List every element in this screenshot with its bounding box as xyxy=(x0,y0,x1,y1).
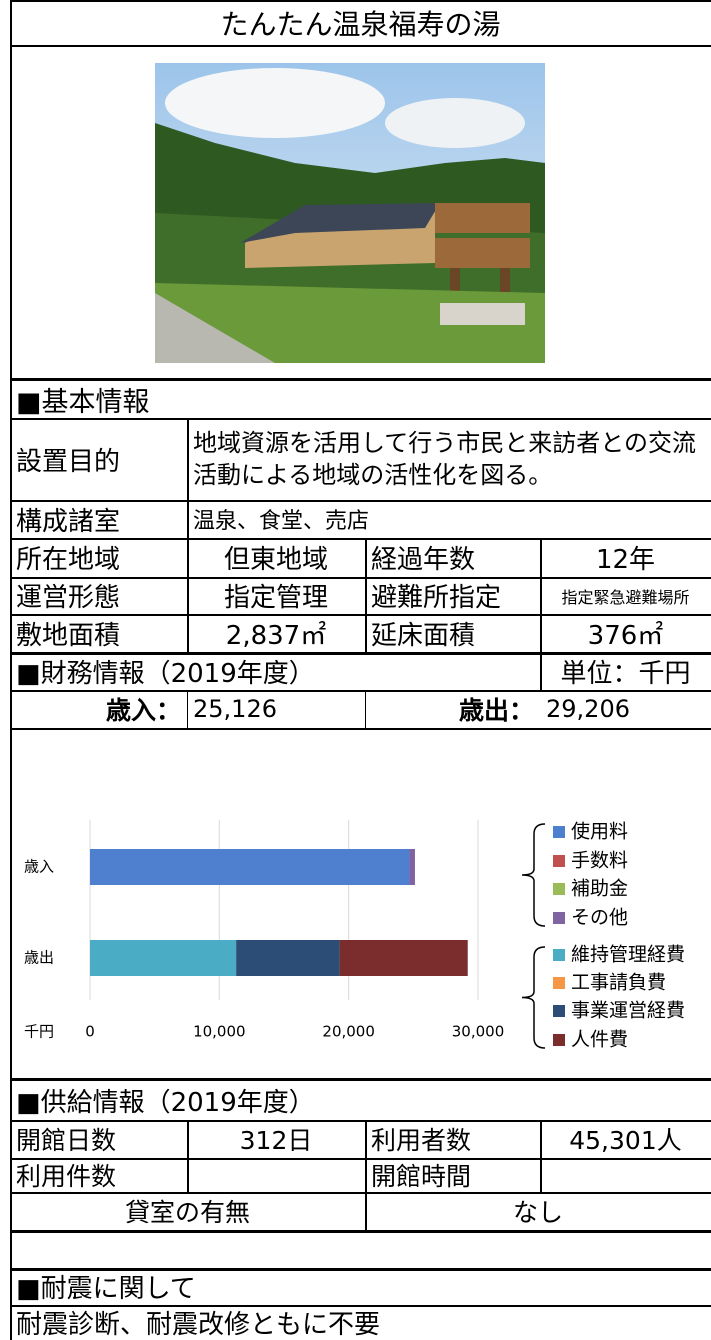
row-value: 2,837㎡ xyxy=(187,614,365,652)
legend-label: 使用料 xyxy=(571,821,628,843)
legend-swatch xyxy=(553,855,565,867)
row-value: なし xyxy=(365,1192,711,1230)
x-tick-label: 20,000 xyxy=(322,1023,375,1041)
expenditure-value: 29,206 xyxy=(540,690,711,728)
row-label: 経過年数 xyxy=(365,538,540,577)
row-value: 376㎡ xyxy=(540,614,711,652)
legend-label: 事業運営経費 xyxy=(571,1000,685,1022)
page-title: たんたん温泉福寿の湯 xyxy=(10,0,711,45)
row-label: 利用者数 xyxy=(365,1120,540,1158)
bar-segment xyxy=(409,849,415,885)
section-heading: ■財務情報（2019年度） xyxy=(10,652,540,690)
row-value: 但東地域 xyxy=(187,538,365,577)
revenue-value: 25,126 xyxy=(187,690,365,728)
facility-photo xyxy=(155,63,545,363)
bar-segment xyxy=(90,849,409,885)
y-tick-label: 歳入 xyxy=(24,858,54,876)
row-value: 指定緊急避難場所 xyxy=(540,577,711,614)
section-heading: ■基本情報 xyxy=(10,380,711,418)
legend-label: 維持管理経費 xyxy=(571,944,685,966)
row-value: 45,301人 xyxy=(540,1120,711,1158)
page-body: 0 10,000 20,000 30,000 千円 歳入歳出 使用料手数料補助金その他維持管… xyxy=(0,0,711,1340)
row-label: 設置目的 xyxy=(10,418,187,500)
row-label: 運営形態 xyxy=(10,577,187,614)
bar-segment xyxy=(90,940,236,976)
row-label: 構成諸室 xyxy=(10,500,187,538)
row-label: 開館時間 xyxy=(365,1158,540,1192)
row-label: 利用件数 xyxy=(10,1158,187,1192)
bar-segment xyxy=(340,940,468,976)
legend-swatch xyxy=(553,883,565,895)
rule-line xyxy=(10,728,711,730)
row-label: 敷地面積 xyxy=(10,614,187,652)
row-label: 延床面積 xyxy=(365,614,540,652)
legend-bracket xyxy=(522,824,545,926)
row-value: 12年 xyxy=(540,538,711,577)
rule-line xyxy=(10,1230,711,1233)
legend-swatch xyxy=(553,912,565,924)
seismic-text: 耐震診断、耐震改修ともに不要 xyxy=(10,1305,711,1340)
legend-swatch xyxy=(553,826,565,838)
purpose-text: 地域資源を活用して行う市民と来訪者との交流活動による地域の活性化を図る。 xyxy=(187,418,711,500)
row-value: 312日 xyxy=(187,1120,365,1158)
row-label: 所在地域 xyxy=(10,538,187,577)
legend-label: その他 xyxy=(571,907,628,929)
x-tick-label: 30,000 xyxy=(452,1023,505,1041)
row-value: 温泉、食堂、売店 xyxy=(187,500,711,538)
expenditure-label: 歳出： xyxy=(365,690,540,728)
row-label: 貸室の有無 xyxy=(10,1192,365,1230)
rule-line xyxy=(10,45,711,47)
row-label: 避難所指定 xyxy=(365,577,540,614)
legend-swatch xyxy=(553,1034,565,1046)
row-label: 開館日数 xyxy=(10,1120,187,1158)
legend-label: 工事請負費 xyxy=(571,972,666,994)
bar-segment xyxy=(236,940,339,976)
row-value: 指定管理 xyxy=(187,577,365,614)
y-tick-label: 歳出 xyxy=(24,949,54,967)
x-tick-label: 10,000 xyxy=(193,1023,246,1041)
legend-swatch xyxy=(553,977,565,989)
axis-unit: 千円 xyxy=(24,1023,54,1041)
unit-label: 単位：千円 xyxy=(540,652,711,690)
section-heading: ■耐震に関して xyxy=(10,1268,711,1305)
section-heading: ■供給情報（2019年度） xyxy=(10,1080,711,1120)
legend-label: 人件費 xyxy=(571,1029,628,1051)
x-tick-label: 0 xyxy=(85,1023,95,1041)
legend-swatch xyxy=(553,1005,565,1017)
revenue-label: 歳入： xyxy=(10,690,187,728)
legend-swatch xyxy=(553,949,565,961)
facility-sheet: 0 10,000 20,000 30,000 千円 歳入歳出 使用料手数料補助金その他維持管… xyxy=(0,0,711,1340)
legend-bracket xyxy=(522,947,545,1048)
legend-label: 補助金 xyxy=(571,878,628,900)
legend-label: 手数料 xyxy=(571,850,628,872)
